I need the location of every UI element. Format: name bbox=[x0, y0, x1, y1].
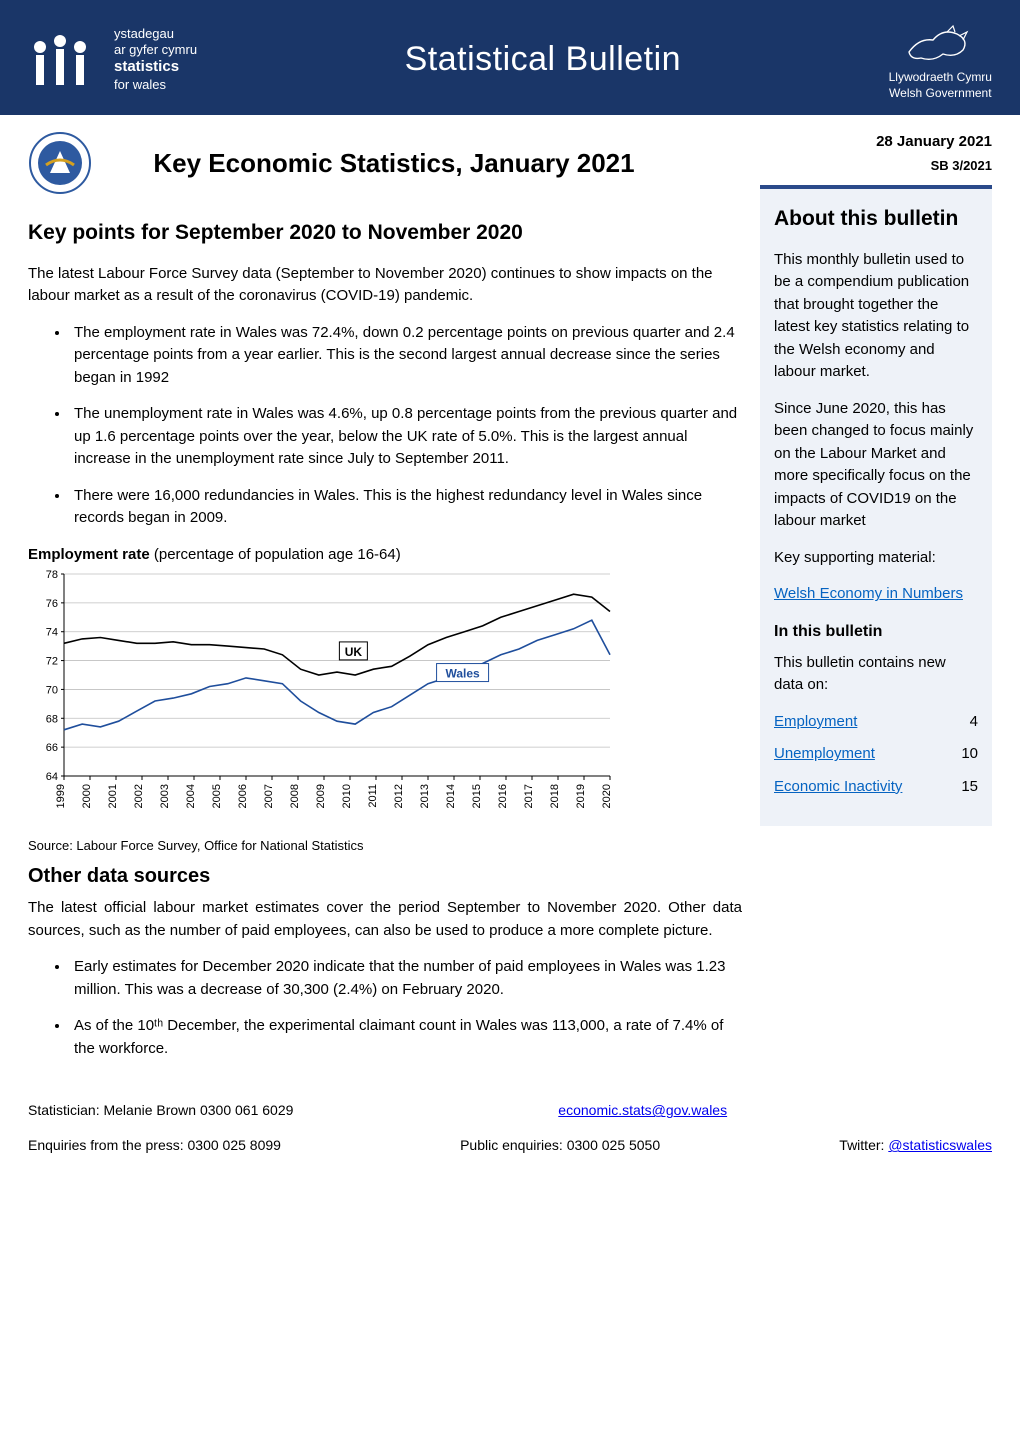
toc-row: Unemployment 10 bbox=[774, 743, 978, 766]
svg-text:2000: 2000 bbox=[81, 784, 93, 808]
intro-paragraph: The latest Labour Force Survey data (Sep… bbox=[28, 263, 742, 308]
svg-text:66: 66 bbox=[46, 742, 58, 754]
svg-text:2011: 2011 bbox=[367, 784, 379, 808]
toc-row: Employment 4 bbox=[774, 711, 978, 734]
toc-intro: This bulletin contains new data on: bbox=[774, 652, 978, 697]
svg-text:1999: 1999 bbox=[55, 784, 67, 808]
about-sidebar: About this bulletin This monthly bulleti… bbox=[760, 185, 992, 826]
key-points-list: The employment rate in Wales was 72.4%, … bbox=[28, 322, 742, 530]
other-sources-list: Early estimates for December 2020 indica… bbox=[28, 956, 742, 1060]
svg-text:2006: 2006 bbox=[237, 784, 249, 808]
footer-row-1: Statistician: Melanie Brown 0300 061 602… bbox=[28, 1100, 992, 1121]
svg-text:2014: 2014 bbox=[445, 784, 457, 808]
doc-ref: SB 3/2021 bbox=[760, 156, 992, 176]
svg-text:74: 74 bbox=[46, 627, 58, 639]
toc-row: Economic Inactivity 15 bbox=[774, 776, 978, 799]
gov-line2: Welsh Government bbox=[889, 86, 992, 102]
svg-text:76: 76 bbox=[46, 598, 58, 610]
logo-stats-wales: ystadegau ar gyfer cymru statistics for … bbox=[28, 26, 197, 94]
svg-text:2008: 2008 bbox=[289, 784, 301, 808]
list-item: There were 16,000 redundancies in Wales.… bbox=[70, 485, 742, 530]
doc-date: 28 January 2021 bbox=[760, 131, 992, 154]
footer-row-2: Enquiries from the press: 0300 025 8099 … bbox=[28, 1135, 992, 1156]
title-row: Key Economic Statistics, January 2021 bbox=[28, 131, 742, 195]
stats-wales-icon bbox=[28, 31, 100, 89]
chart-title-rest: (percentage of population age 16-64) bbox=[150, 546, 401, 563]
logo-line1: ystadegau bbox=[114, 26, 197, 42]
sidebar-para2: Since June 2020, this has been changed t… bbox=[774, 398, 978, 533]
twitter-link[interactable]: @statisticswales bbox=[888, 1137, 992, 1153]
toc-link-unemployment[interactable]: Unemployment bbox=[774, 743, 875, 766]
svg-text:2002: 2002 bbox=[133, 784, 145, 808]
logo-line4: for wales bbox=[114, 77, 197, 93]
dragon-icon bbox=[903, 18, 977, 66]
logo-line2: ar gyfer cymru bbox=[114, 42, 197, 58]
sidebar-para1: This monthly bulletin used to be a compe… bbox=[774, 249, 978, 384]
twitter-label: Twitter: bbox=[839, 1137, 888, 1153]
list-item: The unemployment rate in Wales was 4.6%,… bbox=[70, 403, 742, 471]
public-enquiries: Public enquiries: 0300 025 5050 bbox=[460, 1135, 660, 1156]
chart-title-bold: Employment rate bbox=[28, 546, 150, 563]
sidebar-support-label: Key supporting material: bbox=[774, 547, 978, 570]
key-points-heading: Key points for September 2020 to Novembe… bbox=[28, 217, 742, 249]
svg-text:2009: 2009 bbox=[315, 784, 327, 808]
toc-heading: In this bulletin bbox=[774, 620, 978, 644]
svg-text:64: 64 bbox=[46, 771, 58, 783]
welsh-economy-link[interactable]: Welsh Economy in Numbers bbox=[774, 585, 963, 602]
sidebar-column: 28 January 2021 SB 3/2021 About this bul… bbox=[760, 131, 992, 1074]
svg-text:2003: 2003 bbox=[159, 784, 171, 808]
svg-text:2007: 2007 bbox=[263, 784, 275, 808]
svg-text:2017: 2017 bbox=[523, 784, 535, 808]
svg-text:2012: 2012 bbox=[393, 784, 405, 808]
email-link[interactable]: economic.stats@gov.wales bbox=[558, 1100, 727, 1121]
svg-text:70: 70 bbox=[46, 685, 58, 697]
svg-text:78: 78 bbox=[46, 569, 58, 581]
toc-page: 10 bbox=[961, 743, 978, 766]
other-sources-heading: Other data sources bbox=[28, 861, 742, 891]
svg-text:UK: UK bbox=[345, 645, 363, 659]
toc-page: 4 bbox=[970, 711, 978, 734]
gov-line1: Llywodraeth Cymru bbox=[889, 70, 992, 86]
main-column: Key Economic Statistics, January 2021 Ke… bbox=[28, 131, 742, 1074]
svg-text:68: 68 bbox=[46, 713, 58, 725]
toc-link-employment[interactable]: Employment bbox=[774, 711, 857, 734]
svg-text:2018: 2018 bbox=[549, 784, 561, 808]
svg-text:2010: 2010 bbox=[341, 784, 353, 808]
svg-text:2013: 2013 bbox=[419, 784, 431, 808]
svg-text:2001: 2001 bbox=[107, 784, 119, 808]
other-sources-para: The latest official labour market estima… bbox=[28, 897, 742, 942]
svg-text:2004: 2004 bbox=[185, 784, 197, 808]
twitter-contact: Twitter: @statisticswales bbox=[839, 1135, 992, 1156]
svg-text:2005: 2005 bbox=[211, 784, 223, 808]
svg-text:2016: 2016 bbox=[497, 784, 509, 808]
svg-text:2020: 2020 bbox=[601, 784, 613, 808]
press-enquiries: Enquiries from the press: 0300 025 8099 bbox=[28, 1135, 281, 1156]
chart-title: Employment rate (percentage of populatio… bbox=[28, 544, 742, 567]
sidebar-heading: About this bulletin bbox=[774, 203, 978, 235]
list-item: Early estimates for December 2020 indica… bbox=[70, 956, 742, 1001]
svg-text:2015: 2015 bbox=[471, 784, 483, 808]
logo-welsh-gov: Llywodraeth Cymru Welsh Government bbox=[889, 18, 992, 101]
svg-text:Wales: Wales bbox=[445, 667, 480, 681]
page-body: Key Economic Statistics, January 2021 Ke… bbox=[0, 115, 1020, 1084]
chart-source: Source: Labour Force Survey, Office for … bbox=[28, 836, 742, 856]
toc-page: 15 bbox=[961, 776, 978, 799]
list-item: The employment rate in Wales was 72.4%, … bbox=[70, 322, 742, 390]
list-item: As of the 10ᵗʰ December, the experimenta… bbox=[70, 1015, 742, 1060]
header-banner: ystadegau ar gyfer cymru statistics for … bbox=[0, 0, 1020, 115]
toc-link-inactivity[interactable]: Economic Inactivity bbox=[774, 776, 902, 799]
banner-title: Statistical Bulletin bbox=[405, 34, 681, 85]
employment-rate-chart: 64 66 68 70 72 74 76 78 1999 2000 2001 2002 2003 2004… bbox=[28, 568, 618, 832]
statistician-contact: Statistician: Melanie Brown 0300 061 602… bbox=[28, 1100, 293, 1121]
svg-text:72: 72 bbox=[46, 656, 58, 668]
logo-line3: statistics bbox=[114, 58, 197, 77]
svg-text:2019: 2019 bbox=[575, 784, 587, 808]
logo-text-wales: ystadegau ar gyfer cymru statistics for … bbox=[114, 26, 197, 94]
footer: Statistician: Melanie Brown 0300 061 602… bbox=[0, 1084, 1020, 1190]
page-title: Key Economic Statistics, January 2021 bbox=[46, 144, 742, 183]
